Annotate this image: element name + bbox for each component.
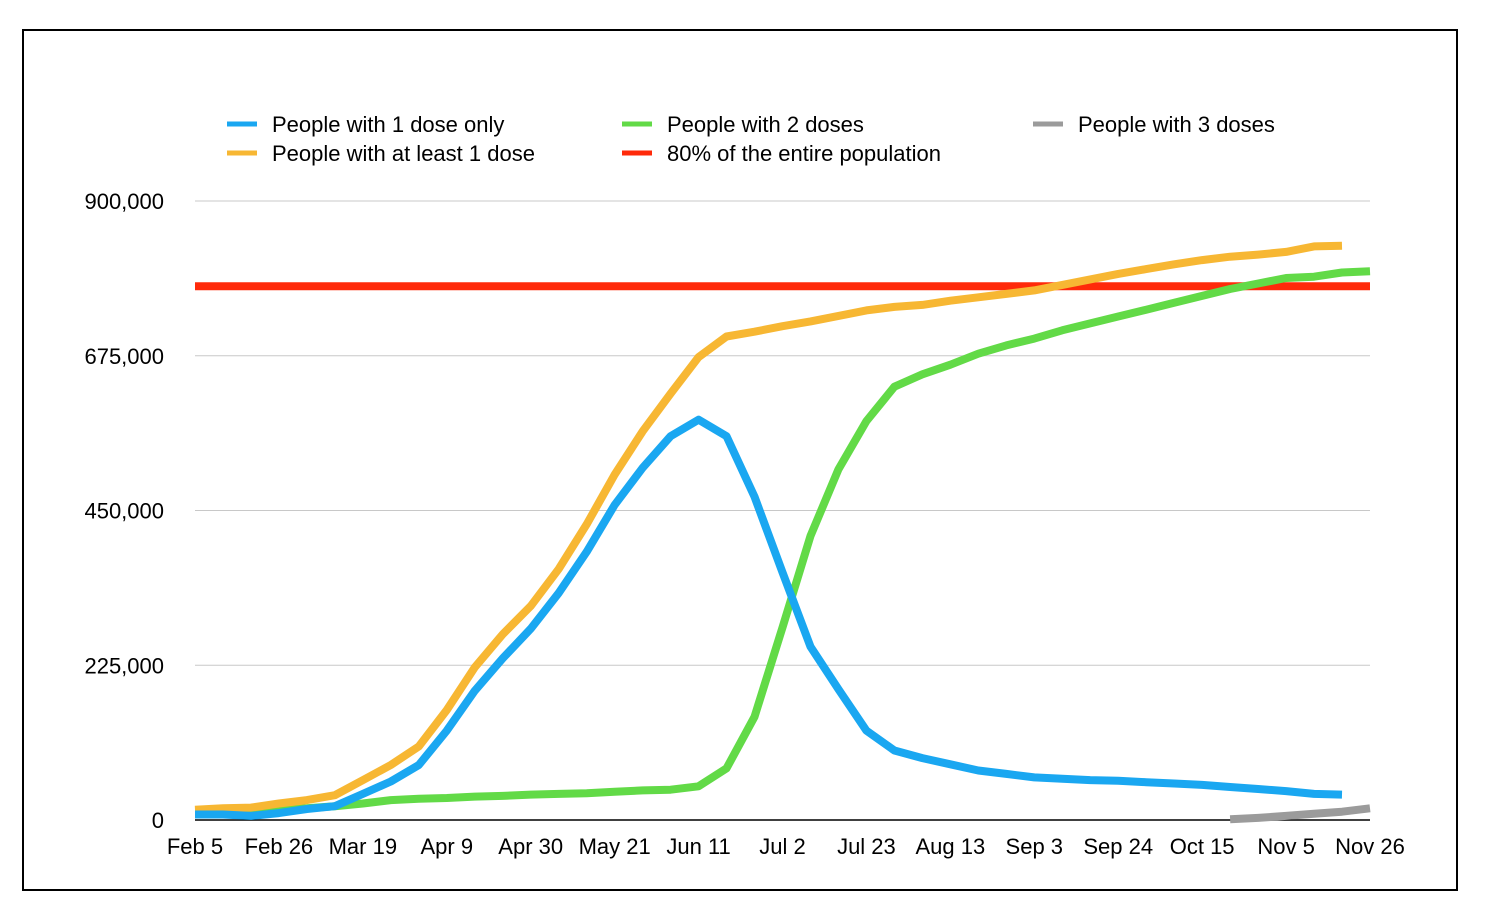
series-lines bbox=[194, 241, 1371, 824]
legend-label: People with 3 doses bbox=[1078, 112, 1275, 137]
x-tick-label: Apr 30 bbox=[498, 834, 563, 859]
gridlines bbox=[195, 200, 1370, 821]
legend-label: People with 1 dose only bbox=[272, 112, 504, 137]
y-tick-label: 900,000 bbox=[84, 189, 164, 214]
x-tick-label: Jul 2 bbox=[759, 834, 805, 859]
chart-frame: 0 225,000 450,000 675,000 900,000 Feb 5 Feb 2… bbox=[22, 29, 1458, 891]
x-tick-label: Nov 26 bbox=[1335, 834, 1405, 859]
series-line-2 bbox=[1229, 804, 1371, 824]
x-tick-label: Jun 11 bbox=[666, 834, 730, 859]
legend-label: 80% of the entire population bbox=[667, 141, 941, 166]
series-line-1 bbox=[195, 267, 1371, 816]
y-tick-label: 450,000 bbox=[84, 499, 164, 524]
x-tick-label: Feb 26 bbox=[245, 834, 314, 859]
x-tick-label: Nov 5 bbox=[1257, 834, 1314, 859]
x-tick-label: Jul 23 bbox=[837, 834, 896, 859]
line-chart: 0 225,000 450,000 675,000 900,000 Feb 5 Feb 2… bbox=[84, 112, 1405, 859]
y-axis-ticks: 0 225,000 450,000 675,000 900,000 bbox=[84, 189, 164, 833]
x-tick-label: Sep 3 bbox=[1006, 834, 1064, 859]
x-tick-label: Mar 19 bbox=[329, 834, 397, 859]
y-tick-label: 0 bbox=[152, 808, 164, 833]
x-tick-label: May 21 bbox=[579, 834, 651, 859]
x-axis-ticks: Feb 5 Feb 26 Mar 19 Apr 9 Apr 30 May 21 Jun 11… bbox=[167, 834, 1405, 859]
legend: People with 1 dose only People with 2 dos… bbox=[227, 112, 1275, 166]
series-line-0 bbox=[195, 415, 1343, 820]
series-line-3 bbox=[194, 241, 1343, 814]
y-tick-label: 675,000 bbox=[84, 344, 164, 369]
x-tick-label: Oct 15 bbox=[1170, 834, 1235, 859]
legend-label: People with at least 1 dose bbox=[272, 141, 535, 166]
x-tick-label: Feb 5 bbox=[167, 834, 223, 859]
legend-label: People with 2 doses bbox=[667, 112, 864, 137]
y-tick-label: 225,000 bbox=[84, 653, 164, 678]
x-tick-label: Sep 24 bbox=[1083, 834, 1153, 859]
x-tick-label: Apr 9 bbox=[420, 834, 473, 859]
x-tick-label: Aug 13 bbox=[915, 834, 985, 859]
